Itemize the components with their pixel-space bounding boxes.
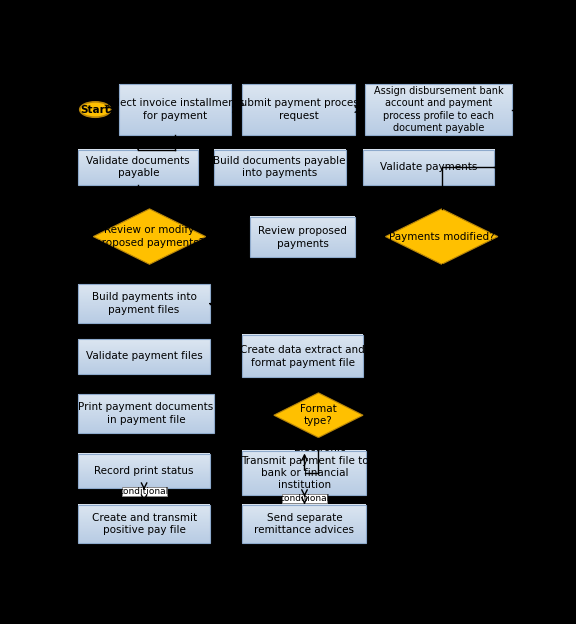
Text: Assign disbursement bank
account and payment
process profile to each
document pa: Assign disbursement bank account and pay…	[374, 86, 503, 133]
Text: Validate payment files: Validate payment files	[86, 351, 202, 361]
Text: No: No	[135, 270, 149, 280]
Text: Yes: Yes	[209, 225, 225, 235]
Text: Validate documents
payable: Validate documents payable	[86, 156, 190, 178]
Polygon shape	[385, 209, 498, 265]
Text: Format
type?: Format type?	[300, 404, 337, 426]
Text: Review or modify
proposed payments?: Review or modify proposed payments?	[95, 225, 204, 248]
Polygon shape	[93, 209, 206, 265]
Text: Send separate
remittance advices: Send separate remittance advices	[255, 512, 354, 535]
Bar	[250, 217, 355, 257]
Bar	[78, 285, 210, 323]
Text: Payments modified?: Payments modified?	[389, 232, 494, 241]
Bar	[78, 394, 214, 433]
Text: Print payment documents
in payment file: Print payment documents in payment file	[78, 402, 214, 425]
Text: Review proposed
payments: Review proposed payments	[258, 226, 347, 248]
Bar	[78, 339, 210, 374]
Bar	[78, 454, 210, 489]
Bar	[78, 150, 198, 185]
Text: Create data extract and
format payment file: Create data extract and format payment f…	[240, 345, 365, 368]
Text: Create and transmit
positive pay file: Create and transmit positive pay file	[92, 512, 196, 535]
Text: Select invoice installments
for payment: Select invoice installments for payment	[104, 99, 245, 120]
Text: Build payments into
payment files: Build payments into payment files	[92, 293, 196, 314]
Text: Submit payment process
request: Submit payment process request	[233, 99, 364, 120]
Bar	[119, 84, 231, 135]
Bar	[122, 487, 166, 496]
Bar	[363, 150, 494, 185]
Bar	[242, 84, 355, 135]
Text: Electronic: Electronic	[294, 442, 346, 452]
Text: Build documents payable
into payments: Build documents payable into payments	[214, 156, 346, 178]
Text: Start: Start	[81, 105, 110, 115]
Bar	[365, 84, 512, 135]
Polygon shape	[274, 393, 363, 437]
Text: Yes: Yes	[502, 222, 518, 232]
Bar	[78, 505, 210, 543]
Text: Record print status: Record print status	[94, 466, 194, 476]
Text: No: No	[396, 293, 410, 303]
Text: Validate payments: Validate payments	[380, 162, 477, 172]
Bar	[282, 494, 327, 503]
Bar	[214, 150, 346, 185]
Ellipse shape	[79, 102, 111, 117]
Bar	[242, 505, 366, 543]
Text: Printed: Printed	[238, 404, 275, 414]
Bar	[242, 335, 363, 378]
Text: conditional: conditional	[279, 494, 329, 503]
Bar	[242, 451, 366, 495]
Text: conditional: conditional	[119, 487, 169, 496]
Text: Transmit payment file to
bank or financial
institution: Transmit payment file to bank or financi…	[241, 456, 368, 490]
